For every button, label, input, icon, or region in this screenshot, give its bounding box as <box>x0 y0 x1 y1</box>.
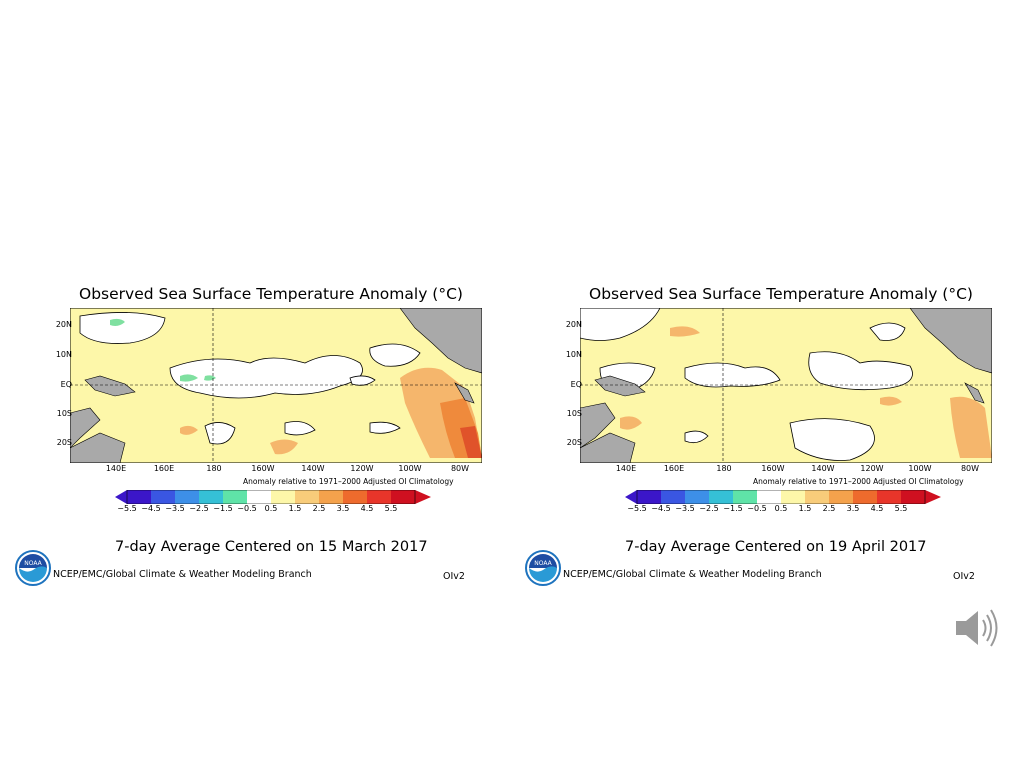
lat-label: EQ <box>60 380 72 389</box>
sst-map-graphic <box>69 307 483 464</box>
lat-label: 20S <box>566 438 582 447</box>
scale-label: 5.5 <box>894 504 908 513</box>
date-subtitle: 7-day Average Centered on 19 April 2017 <box>625 539 927 555</box>
scale-label: 1.5 <box>288 504 302 513</box>
panel-title: Observed Sea Surface Temperature Anomaly… <box>79 285 463 303</box>
lon-label: 140W <box>811 464 835 473</box>
lon-label: 160W <box>761 464 785 473</box>
scale-label: 0.5 <box>264 504 278 513</box>
noaa-logo: NOAA <box>15 550 51 586</box>
scale-label: −0.5 <box>747 504 767 513</box>
scale-label: −0.5 <box>237 504 257 513</box>
color-scale-bar <box>625 490 941 504</box>
scale-label: 2.5 <box>822 504 836 513</box>
sst-panel-march: Observed Sea Surface Temperature Anomaly… <box>15 280 485 590</box>
scale-label: −1.5 <box>213 504 233 513</box>
date-subtitle: 7-day Average Centered on 15 March 2017 <box>115 539 428 555</box>
lon-label: 160E <box>153 464 175 473</box>
scale-label: −5.5 <box>117 504 137 513</box>
lon-label: 80W <box>450 464 470 473</box>
lat-label: EQ <box>570 380 582 389</box>
lat-label: 10S <box>566 409 582 418</box>
lon-label: 140E <box>105 464 127 473</box>
scale-label: −1.5 <box>723 504 743 513</box>
sst-map: 20N 10N EQ 10S 20S <box>56 307 483 467</box>
scale-label: 4.5 <box>360 504 374 513</box>
lon-label: 120W <box>350 464 374 473</box>
logo-text: NOAA <box>534 560 552 567</box>
version-label: OIv2 <box>443 571 465 582</box>
panel-title: Observed Sea Surface Temperature Anomaly… <box>589 285 973 303</box>
lon-label: 160W <box>251 464 275 473</box>
scale-label: 5.5 <box>384 504 398 513</box>
lat-label: 10S <box>56 409 72 418</box>
version-label: OIv2 <box>953 571 975 582</box>
lat-label: 10N <box>55 350 72 359</box>
scale-label: −2.5 <box>189 504 209 513</box>
sst-map-graphic <box>579 307 993 464</box>
scale-label: −4.5 <box>651 504 671 513</box>
lat-label: 20N <box>565 320 582 329</box>
scale-label: −2.5 <box>699 504 719 513</box>
noaa-logo: NOAA <box>525 550 561 586</box>
logo-text: NOAA <box>24 560 42 567</box>
lon-label: 180 <box>716 464 732 473</box>
lon-label: 100W <box>398 464 422 473</box>
sst-panel-april: Observed Sea Surface Temperature Anomaly… <box>525 280 995 590</box>
lon-label: 180 <box>206 464 222 473</box>
scale-label: 2.5 <box>312 504 326 513</box>
scale-label: 1.5 <box>798 504 812 513</box>
scale-label: −5.5 <box>627 504 647 513</box>
anomaly-note: Anomaly relative to 1971–2000 Adjusted O… <box>243 477 454 486</box>
lat-label: 20N <box>55 320 72 329</box>
speaker-icon[interactable] <box>950 603 1000 653</box>
sst-map: 20N 10N EQ 10S 20S <box>566 307 993 467</box>
credit-line: NCEP/EMC/Global Climate & Weather Modeli… <box>563 569 822 580</box>
scale-label: −4.5 <box>141 504 161 513</box>
lon-label: 140W <box>301 464 325 473</box>
scale-label: 3.5 <box>846 504 860 513</box>
lon-label: 160E <box>663 464 685 473</box>
color-scale-bar <box>115 490 431 504</box>
lat-label: 10N <box>565 350 582 359</box>
lon-label: 80W <box>960 464 980 473</box>
lat-label: 20S <box>56 438 72 447</box>
lon-label: 120W <box>860 464 884 473</box>
scale-label: 3.5 <box>336 504 350 513</box>
scale-label: 0.5 <box>774 504 788 513</box>
scale-label: −3.5 <box>675 504 695 513</box>
scale-label: −3.5 <box>165 504 185 513</box>
scale-label: 4.5 <box>870 504 884 513</box>
lon-label: 100W <box>908 464 932 473</box>
credit-line: NCEP/EMC/Global Climate & Weather Modeli… <box>53 569 312 580</box>
anomaly-note: Anomaly relative to 1971–2000 Adjusted O… <box>753 477 964 486</box>
lon-label: 140E <box>615 464 637 473</box>
